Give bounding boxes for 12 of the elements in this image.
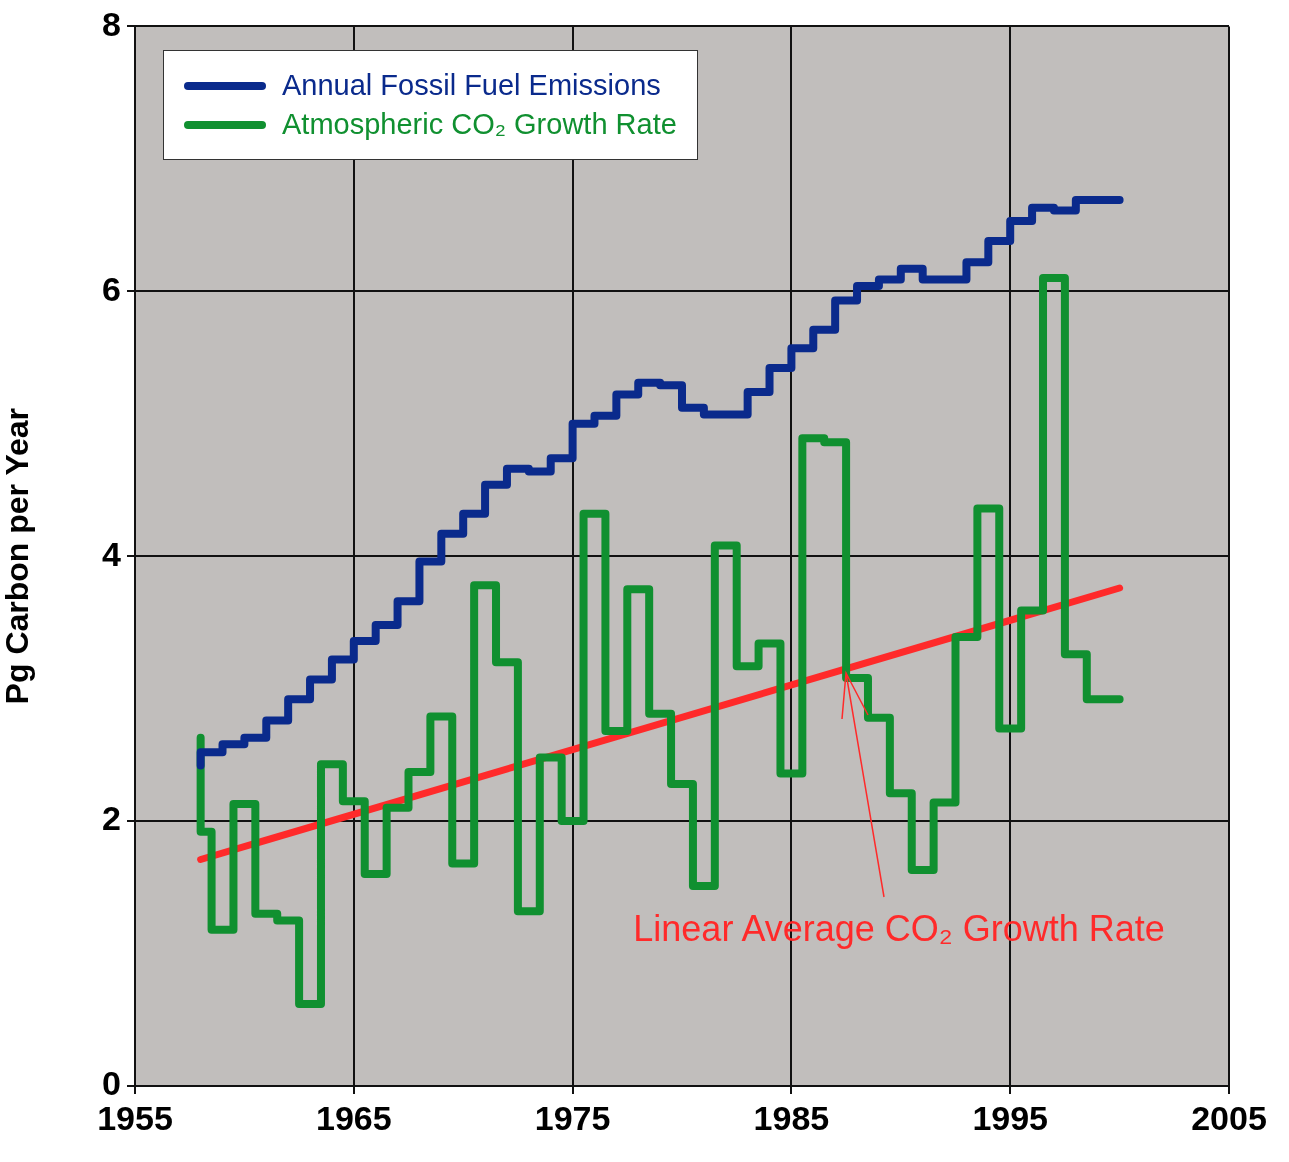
x-tick-label: 1965 — [315, 1098, 392, 1137]
y-axis-title: Pg Carbon per Year — [0, 408, 36, 705]
y-tick-label: 4 — [102, 534, 122, 573]
x-tick-label: 1975 — [534, 1098, 611, 1137]
y-tick-label: 8 — [102, 4, 121, 43]
x-tick-label: 1995 — [972, 1098, 1049, 1137]
x-tick-label: 1985 — [753, 1098, 830, 1137]
y-tick-label: 2 — [102, 799, 121, 838]
legend-label: Atmospheric CO₂ Growth Rate — [282, 108, 677, 142]
y-tick-label: 6 — [102, 269, 121, 308]
x-tick-label: 2005 — [1191, 1098, 1267, 1137]
legend-label: Annual Fossil Fuel Emissions — [282, 69, 661, 103]
